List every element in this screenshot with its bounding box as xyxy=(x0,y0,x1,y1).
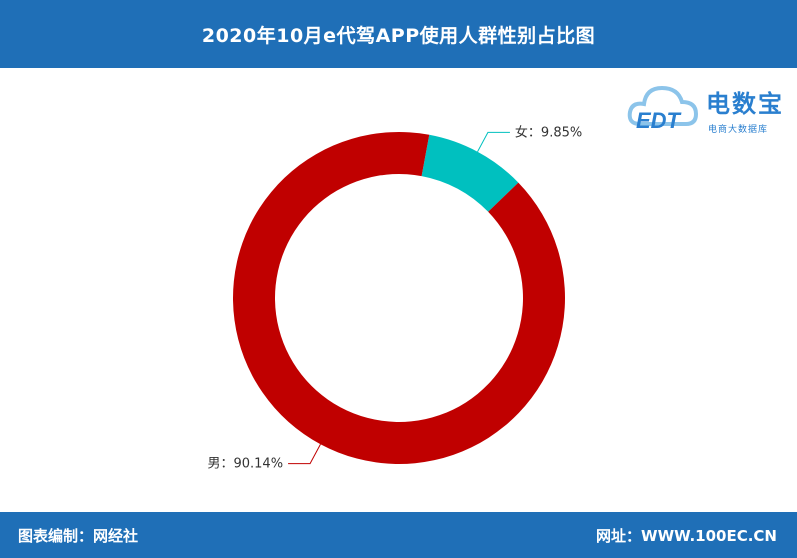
footer-website: 网址：WWW.100EC.CN xyxy=(596,527,777,545)
cloud-logo-icon: EDT xyxy=(627,85,699,133)
chart-header: 2020年10月e代驾APP使用人群性别占比图 xyxy=(0,0,797,68)
brand-logo: EDT 电数宝 电商大数据库 xyxy=(626,74,791,138)
slice-labels: 女：9.85% 男：90.14% xyxy=(207,124,582,471)
logo-brand-text: 电数宝 xyxy=(706,90,784,118)
slice-label-female: 女：9.85% xyxy=(515,124,582,140)
logo-subtitle: 电商大数据库 xyxy=(708,125,769,135)
slice-label-male: 男：90.14% xyxy=(207,457,283,472)
donut-slice-female xyxy=(421,134,519,212)
donut-slices xyxy=(232,131,565,465)
logo-mark: EDT xyxy=(636,108,682,133)
footer-source: 图表编制：网经社 xyxy=(18,527,139,545)
leader-line-male xyxy=(288,444,321,465)
chart-title: 2020年10月e代驾APP使用人群性别占比图 xyxy=(201,24,596,47)
chart-footer: 图表编制：网经社 网址：WWW.100EC.CN xyxy=(0,512,797,558)
leader-line-female xyxy=(477,131,510,152)
donut-chart: 女：9.85% 男：90.14% xyxy=(207,124,582,471)
